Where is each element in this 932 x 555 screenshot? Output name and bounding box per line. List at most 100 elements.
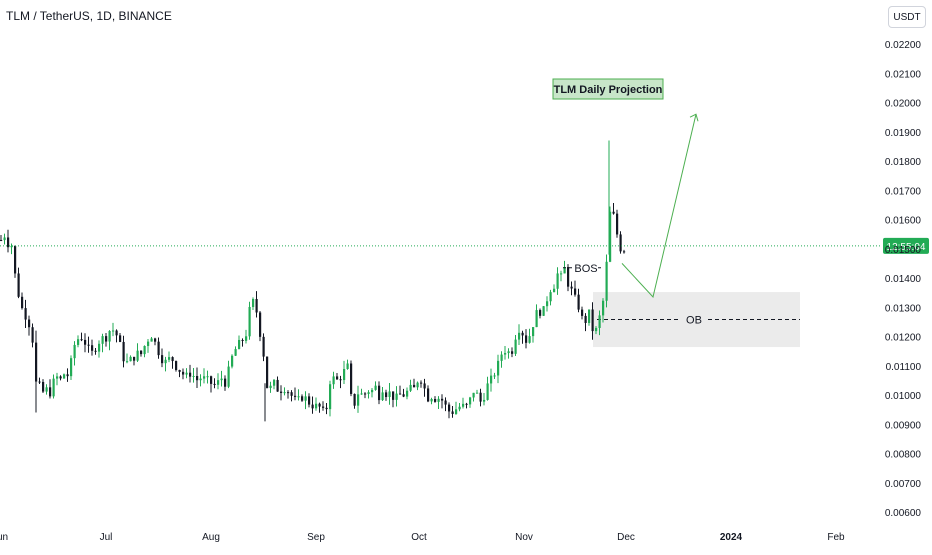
candle-body [441, 398, 444, 401]
candle-body [84, 339, 87, 345]
candle-body [217, 380, 220, 385]
candle-body [385, 392, 388, 398]
candle-body [556, 273, 559, 289]
candle-body [570, 286, 573, 289]
candle-body [122, 341, 125, 362]
candle-body [17, 273, 20, 297]
candle-body [87, 344, 90, 346]
candle-body [10, 246, 13, 248]
candle-body [388, 391, 391, 398]
candle-body [616, 213, 619, 235]
candle-body [451, 411, 454, 414]
candle-body [602, 300, 605, 316]
candle-body [56, 376, 59, 379]
candle-body [455, 409, 458, 414]
candle-body [98, 343, 101, 352]
candle-body [371, 389, 374, 393]
candle-body [147, 341, 150, 346]
candle-body [567, 267, 570, 287]
candle-body [507, 351, 510, 354]
candle-body [189, 372, 192, 377]
projection-path [621, 114, 697, 299]
candle-body [52, 378, 55, 397]
candle-body [133, 356, 136, 361]
y-tick-label: 0.01600 [885, 216, 922, 227]
candle-body [518, 332, 521, 340]
y-tick-label: 0.02200 [885, 40, 922, 51]
price-label-box [883, 237, 929, 254]
candle-body [399, 393, 402, 395]
x-tick-label: Sep [307, 532, 325, 543]
candle-body [420, 382, 423, 384]
candle-body [203, 376, 206, 379]
candle-body [395, 393, 398, 400]
candle-body [444, 400, 447, 405]
price-label: 12:55:04 [887, 242, 926, 253]
candle-body [301, 396, 304, 401]
candle-body [63, 374, 66, 379]
candle-body [150, 338, 153, 342]
projection-label: TLM Daily Projection [554, 84, 663, 96]
candle-body [504, 353, 507, 355]
candle-body [350, 363, 353, 394]
candle-body [458, 406, 461, 410]
candle-body [539, 310, 542, 316]
candle-body [273, 379, 276, 386]
candle-body [245, 336, 248, 341]
candle-body [280, 391, 283, 393]
x-tick-label: Nov [515, 532, 533, 543]
candle-body [94, 350, 97, 352]
candle-body [206, 376, 209, 378]
ob-label: OB [686, 315, 702, 327]
candle-body [612, 211, 615, 214]
currency-selector[interactable]: USDT [888, 6, 926, 28]
candle-body [213, 383, 216, 385]
symbol-title: TLM / TetherUS, 1D, BINANCE [6, 9, 172, 23]
candle-body [287, 392, 290, 394]
candle-body [241, 339, 244, 341]
candle-body [45, 387, 48, 392]
candle-body [315, 403, 318, 409]
y-tick-label: 0.00700 [885, 479, 922, 490]
candle-body [553, 288, 556, 293]
candle-body [119, 335, 122, 342]
x-tick-label: Dec [617, 532, 635, 543]
candle-body [164, 359, 167, 364]
projection-label-box [552, 78, 664, 100]
candle-body [378, 385, 381, 401]
candle-body [31, 327, 34, 343]
candle-body [535, 310, 538, 328]
candle-body [364, 393, 367, 395]
candle-body [252, 298, 255, 307]
candle-body [511, 351, 514, 354]
candle-body [294, 395, 297, 397]
candle-body [304, 396, 307, 401]
candle-body [248, 306, 251, 337]
candle-body [619, 234, 622, 252]
candle-body [129, 356, 132, 362]
candle-body [259, 312, 262, 337]
x-tick-label: 2024 [720, 532, 743, 543]
candle-body [469, 397, 472, 405]
candle-body [486, 383, 489, 400]
candle-body [175, 361, 178, 371]
candle-body [591, 309, 594, 332]
candle-body [437, 398, 440, 402]
candle-body [24, 308, 27, 320]
candle-body [416, 382, 419, 388]
candle-body [255, 298, 258, 313]
candle-body [472, 392, 475, 398]
candle-body [21, 296, 24, 309]
candle-body [136, 350, 139, 361]
candle-body [42, 381, 45, 392]
candle-body [560, 273, 563, 275]
candle-body [234, 349, 237, 356]
candle-body [343, 369, 346, 381]
x-tick-label: Jun [0, 532, 8, 543]
candle-body [595, 327, 598, 332]
candle-body [154, 338, 157, 342]
candle-body [581, 309, 584, 316]
candle-body [66, 374, 69, 377]
candle-body [374, 385, 377, 390]
